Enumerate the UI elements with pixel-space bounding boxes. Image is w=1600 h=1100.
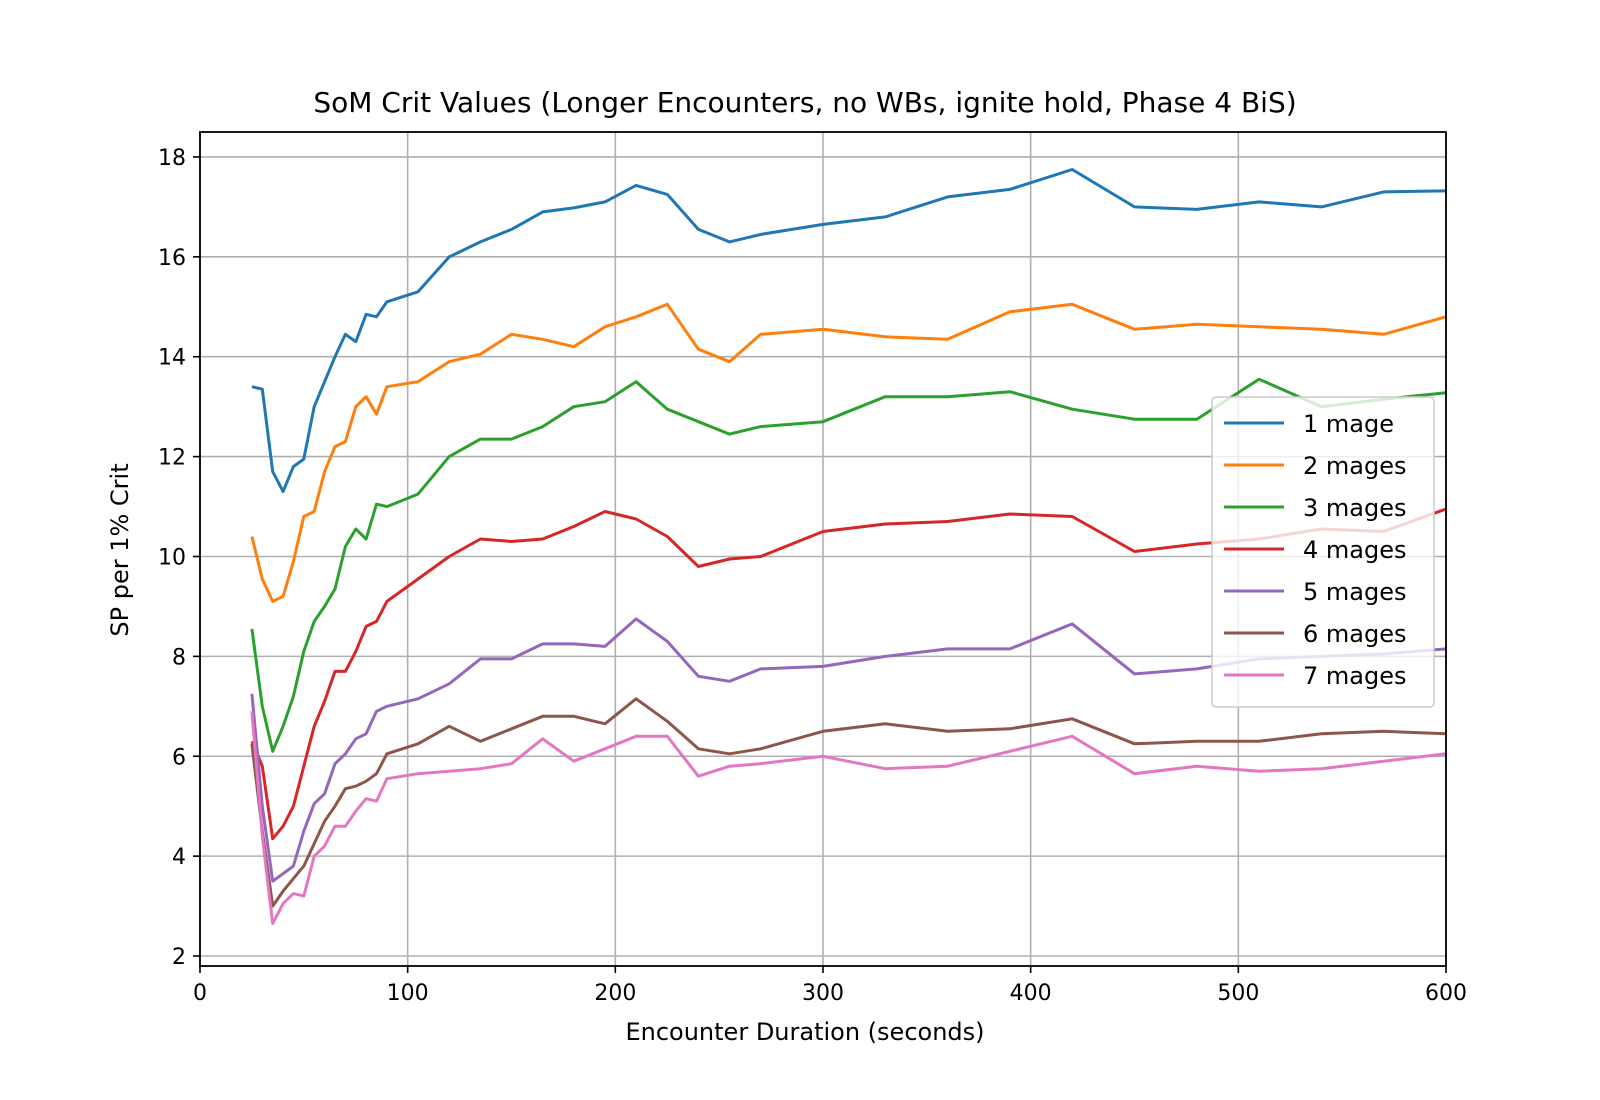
y-tick-label: 2: [172, 945, 186, 970]
legend-label: 2 mages: [1303, 452, 1407, 480]
x-tick-label: 600: [1425, 981, 1467, 1006]
y-axis-label: SP per 1% Crit: [106, 463, 134, 636]
y-tick-label: 12: [158, 446, 186, 471]
legend-label: 6 mages: [1303, 620, 1407, 648]
series-line-1: [251, 168, 1446, 494]
x-tick-label: 200: [594, 981, 636, 1006]
series-line-3: [250, 377, 1446, 753]
x-tick-label: 100: [387, 981, 429, 1006]
x-axis-label: Encounter Duration (seconds): [625, 1018, 984, 1046]
legend-label: 4 mages: [1303, 536, 1407, 564]
y-tick-label: 16: [158, 246, 186, 271]
legend-label: 1 mage: [1303, 410, 1394, 438]
y-tick-label: 8: [172, 645, 186, 670]
y-tick-label: 6: [172, 745, 186, 770]
legend-label: 5 mages: [1303, 578, 1407, 606]
x-tick-label: 500: [1217, 981, 1259, 1006]
legend-label: 7 mages: [1303, 662, 1407, 690]
legend-box: [1211, 396, 1435, 708]
series-line-6: [250, 697, 1446, 908]
legend: 1 mage 2 mages 3 mages 4 mages 5 mages 6 mage…: [1211, 396, 1435, 708]
x-tick-label: 0: [193, 981, 207, 1006]
x-tick-label: 400: [1010, 981, 1052, 1006]
series-line-4: [250, 507, 1446, 841]
y-tick-label: 4: [172, 845, 186, 870]
y-tick-label: 14: [158, 346, 186, 371]
legend-label: 3 mages: [1303, 494, 1407, 522]
series-line-5: [250, 617, 1446, 883]
chart-title: SoM Crit Values (Longer Encounters, no W…: [313, 86, 1296, 119]
x-tick-label: 300: [802, 981, 844, 1006]
series-line-7: [250, 711, 1446, 926]
axes-frame: [199, 131, 1447, 967]
y-tick-label: 10: [158, 545, 186, 570]
y-tick-label: 18: [158, 146, 186, 171]
series-line-2: [250, 302, 1446, 603]
